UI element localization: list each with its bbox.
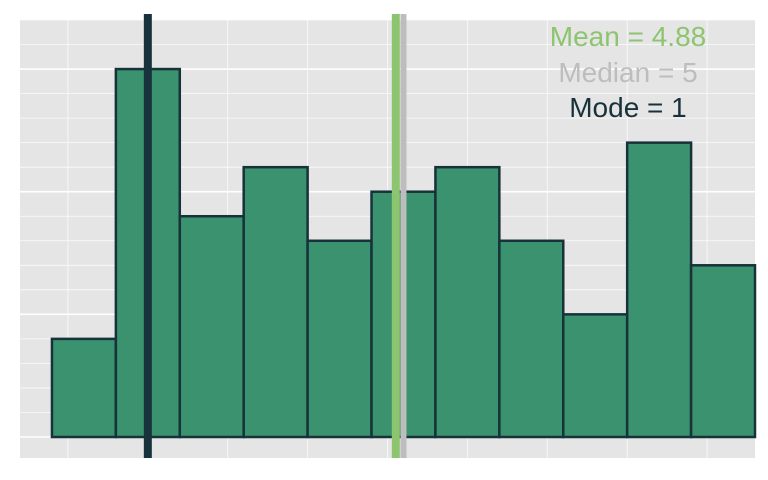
histogram-bar [178, 214, 245, 439]
histogram-bar [306, 239, 373, 439]
histogram-bars [50, 67, 757, 439]
histogram-bar [625, 141, 693, 439]
histogram-bar [498, 239, 565, 439]
histogram-bar [434, 165, 501, 439]
histogram-bar [50, 337, 118, 439]
reference-lines [143, 14, 407, 458]
histogram-bar [242, 165, 309, 439]
histogram-bar [562, 313, 629, 439]
median-label: Median = 5 [558, 57, 697, 88]
histogram-bar [689, 264, 757, 439]
mean-label: Mean = 4.88 [550, 21, 706, 52]
mode-label: Mode = 1 [569, 92, 687, 123]
stat-labels: Mean = 4.88 Median = 5 Mode = 1 [550, 21, 706, 123]
